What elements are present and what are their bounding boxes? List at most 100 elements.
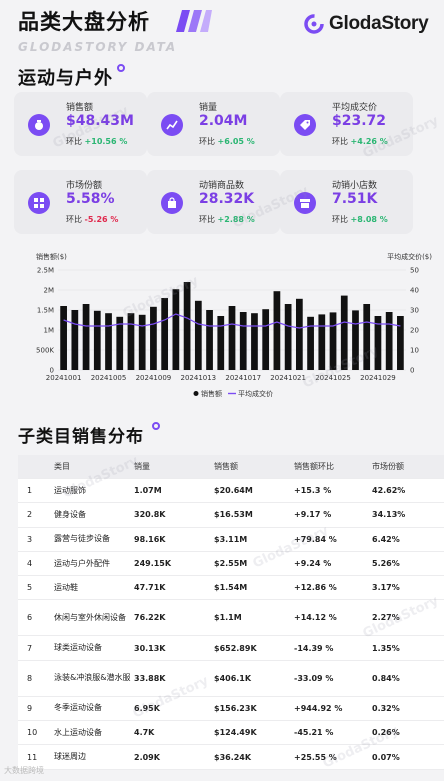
kpi-change: 环比 +8.08 % — [332, 214, 388, 225]
bar — [105, 313, 112, 370]
row-qty: 4.7K — [134, 728, 155, 738]
x-tick-label: 20241017 — [225, 374, 261, 382]
row-share: 0.32% — [372, 703, 400, 713]
kpi-label: 销量 — [199, 103, 218, 113]
bar — [60, 306, 67, 370]
table-row: 3 露营与徒步设备 98.16K $3.11M +79.84 % 6.42% — [18, 528, 444, 552]
kpi-card: 市场份额 5.58% 环比 -5.26 % — [14, 170, 147, 234]
bar — [295, 298, 303, 370]
row-share: 34.13% — [372, 510, 406, 520]
kpi-value: 7.51K — [332, 191, 378, 207]
x-tick-label: 20241009 — [136, 374, 172, 382]
right-tick-label: 10 — [410, 347, 419, 355]
kpi-change-value: +2.88 % — [217, 215, 255, 224]
table-row: 4 运动与户外配件 249.15K $2.55M +9.24 % 5.26% — [18, 552, 444, 577]
row-category: 运动与户外配件 — [54, 558, 110, 568]
left-axis-label: 销售额($) — [36, 252, 67, 261]
row-change: +944.92 % — [294, 703, 343, 713]
kpi-change: 环比 +4.26 % — [332, 136, 388, 147]
kpi-value: $23.72 — [332, 113, 387, 129]
row-category: 泳装&冲浪服&潜水服 — [54, 673, 131, 683]
kpi-change: 环比 -5.26 % — [66, 214, 118, 225]
kpi-label: 平均成交价 — [332, 103, 378, 113]
row-sales: $156.23K — [214, 703, 257, 713]
bar — [397, 316, 404, 370]
row-change: +25.55 % — [294, 752, 337, 762]
left-tick-label: 500K — [36, 347, 54, 355]
kpi-change: 环比 +6.05 % — [199, 136, 255, 147]
money-bag-icon — [28, 114, 50, 136]
row-sales: $20.64M — [214, 486, 253, 496]
x-tick-label: 20241025 — [315, 374, 351, 382]
table-row: 2 健身设备 320.8K $16.53M +9.17 % 34.13% — [18, 503, 444, 528]
row-share: 3.17% — [372, 583, 400, 593]
bar — [82, 304, 90, 370]
shopping-bag-icon — [161, 192, 183, 214]
subcategory-table: 类目 销量 销售额 销售额环比 市场份额 1 运动服饰 1.07M $20.64M +1… — [18, 455, 444, 770]
bar — [206, 310, 213, 370]
kpi-change-value: +4.26 % — [350, 137, 388, 146]
col-header-qty: 销量 — [134, 462, 150, 471]
kpi-card: 平均成交价 $23.72 环比 +4.26 % — [280, 92, 413, 156]
bar — [228, 306, 236, 370]
row-change: -33.09 % — [294, 673, 334, 683]
page-header: 品类大盘分析 GLODASTORY DATA GlodaStory — [0, 0, 444, 60]
row-sales: $652.89K — [214, 643, 257, 653]
bar — [71, 310, 79, 370]
kpi-change-label: 环比 — [66, 215, 82, 224]
sales-chart: 销售额($) 平均成交价($) 0 0 500K 10 1M 20 1.5M 30 2M 40 2.5M… — [36, 252, 432, 398]
bar — [194, 300, 202, 370]
kpi-change-label: 环比 — [199, 215, 215, 224]
row-qty: 2.09K — [134, 752, 160, 762]
bar — [161, 298, 169, 370]
avg-price-line — [63, 313, 401, 329]
kpi-label: 动销小店数 — [332, 181, 378, 191]
kpi-value: 28.32K — [199, 191, 255, 207]
row-change: +9.17 % — [294, 510, 332, 520]
right-axis-label: 平均成交价($) — [387, 252, 432, 261]
kpi-label: 动销商品数 — [199, 181, 245, 191]
bar — [93, 310, 101, 370]
store-icon — [294, 192, 316, 214]
row-category: 运动服饰 — [54, 485, 86, 495]
kpi-value: 2.04M — [199, 113, 248, 129]
bar — [363, 304, 371, 370]
row-share: 1.35% — [372, 643, 400, 653]
row-qty: 6.95K — [134, 703, 160, 713]
bar — [217, 316, 225, 370]
row-index: 8 — [27, 673, 33, 683]
bar — [385, 312, 393, 370]
legend-sales-label: 销售额 — [201, 389, 222, 398]
row-share: 2.27% — [372, 613, 400, 623]
row-category: 休闲与室外休闲设备 — [54, 612, 126, 622]
row-category: 球类运动设备 — [54, 643, 102, 653]
bar — [329, 312, 337, 370]
kpi-card: 动销商品数 28.32K 环比 +2.88 % — [147, 170, 280, 234]
row-qty: 33.88K — [134, 673, 166, 683]
kpi-change-value: +10.56 % — [84, 137, 128, 146]
table-row: 1 运动服饰 1.07M $20.64M +15.3 % 42.62% — [18, 479, 444, 504]
logo-icon — [304, 14, 324, 34]
row-change: +14.12 % — [294, 613, 337, 623]
table-header-row: 类目 销量 销售额 销售额环比 市场份额 — [18, 455, 444, 479]
price-tag-icon — [294, 114, 316, 136]
right-tick-label: 30 — [410, 307, 419, 315]
row-share: 5.26% — [372, 559, 400, 569]
bar — [273, 291, 281, 370]
legend-bar-marker — [193, 391, 199, 396]
row-qty: 320.8K — [134, 510, 166, 520]
table-row: 9 冬季运动设备 6.95K $156.23K +944.92 % 0.32% — [18, 697, 444, 722]
kpi-change: 环比 +10.56 % — [66, 136, 127, 147]
bar — [262, 309, 270, 370]
row-qty: 1.07M — [134, 486, 162, 496]
kpi-change: 环比 +2.88 % — [199, 214, 255, 225]
row-sales: $2.55M — [214, 559, 248, 569]
bar — [138, 314, 146, 370]
row-sales: $3.11M — [214, 534, 248, 544]
row-change: +12.86 % — [294, 583, 337, 593]
table-row: 8 泳装&冲浪服&潜水服 33.88K $406.1K -33.09 % 0.84% — [18, 661, 444, 697]
table-row: 11 球迷周边 2.09K $36.24K +25.55 % 0.07% — [18, 745, 444, 770]
section-dot-icon — [117, 64, 125, 72]
kpi-change-label: 环比 — [199, 137, 215, 146]
right-tick-label: 50 — [410, 267, 419, 275]
